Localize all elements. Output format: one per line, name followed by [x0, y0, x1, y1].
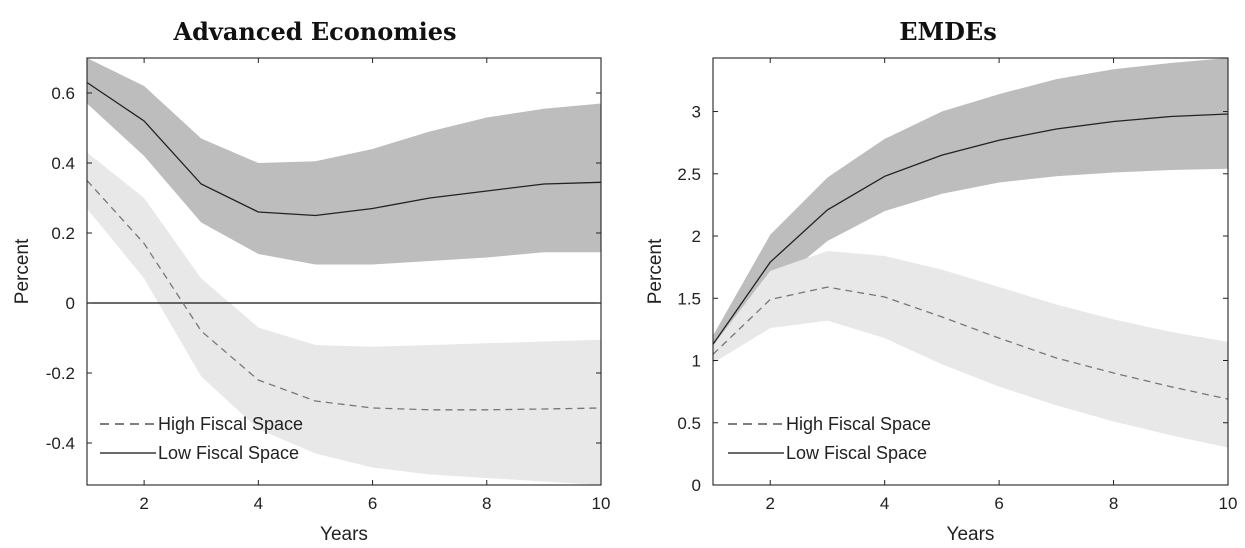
x-tick-label: 10 — [1219, 494, 1238, 513]
x-tick-label: 10 — [592, 494, 611, 513]
x-tick-label: 6 — [994, 494, 1003, 513]
chart-advanced-economies: 2 4 6 8 10 -0.4 -0.2 0 0.2 0.4 0.6 Advanced Economi… — [12, 17, 611, 545]
y-tick-label: 2.5 — [677, 165, 701, 184]
y-tick-label: -0.4 — [46, 434, 75, 453]
y-axis-label: Percent — [12, 238, 33, 304]
y-tick-label: 0 — [692, 476, 701, 495]
y-axis-label: Percent — [645, 238, 666, 304]
chart-emdes: 2 4 6 8 10 0 0.5 1 1.5 2 2.5 3 EMDEs Years Percent High… — [645, 17, 1238, 545]
confidence-band-high-fiscal-space — [713, 250, 1228, 448]
plot-area — [87, 58, 601, 485]
y-tick-label: 1 — [692, 352, 701, 371]
y-tick-label: 0.4 — [51, 154, 75, 173]
y-tick-label: 2 — [692, 227, 701, 246]
x-tick-label: 8 — [1109, 494, 1118, 513]
y-tick-label: 0.6 — [51, 84, 75, 103]
chart-title: Advanced Economies — [172, 17, 456, 46]
x-axis-label: Years — [320, 524, 368, 545]
series-line-high-fiscal-space — [87, 180, 601, 411]
legend-label-high-fiscal-space: High Fiscal Space — [786, 414, 931, 434]
series-line-low-fiscal-space — [713, 113, 1228, 345]
legend: High Fiscal Space Low Fiscal Space — [100, 414, 303, 463]
x-tick-label: 2 — [765, 494, 774, 513]
legend-label-high-fiscal-space: High Fiscal Space — [158, 414, 303, 434]
chart-title: EMDEs — [899, 17, 996, 46]
x-tick-label: 4 — [254, 494, 263, 513]
y-tick-label: -0.2 — [46, 364, 75, 383]
legend-label-low-fiscal-space: Low Fiscal Space — [158, 443, 299, 463]
confidence-band-high-fiscal-space — [87, 152, 601, 485]
series-line-low-fiscal-space — [87, 81, 601, 217]
x-axis-label: Years — [947, 524, 995, 545]
series-line-high-fiscal-space — [713, 286, 1228, 400]
legend: High Fiscal Space Low Fiscal Space — [728, 414, 931, 463]
plot-frame — [86, 57, 602, 486]
y-tick-label: 0 — [66, 294, 75, 313]
x-tick-label: 8 — [482, 494, 491, 513]
y-tick-label: 0.2 — [51, 224, 75, 243]
confidence-band-low-fiscal-space — [87, 58, 601, 265]
plot-frame — [712, 57, 1229, 486]
x-tick-label: 6 — [368, 494, 377, 513]
confidence-band-low-fiscal-space — [713, 58, 1228, 355]
plot-area — [713, 58, 1228, 448]
x-tick-label: 4 — [880, 494, 889, 513]
x-tick-label: 2 — [139, 494, 148, 513]
y-tick-label: 1.5 — [677, 289, 701, 308]
legend-label-low-fiscal-space: Low Fiscal Space — [786, 443, 927, 463]
y-tick-label: 3 — [692, 103, 701, 122]
y-tick-label: 0.5 — [677, 414, 701, 433]
